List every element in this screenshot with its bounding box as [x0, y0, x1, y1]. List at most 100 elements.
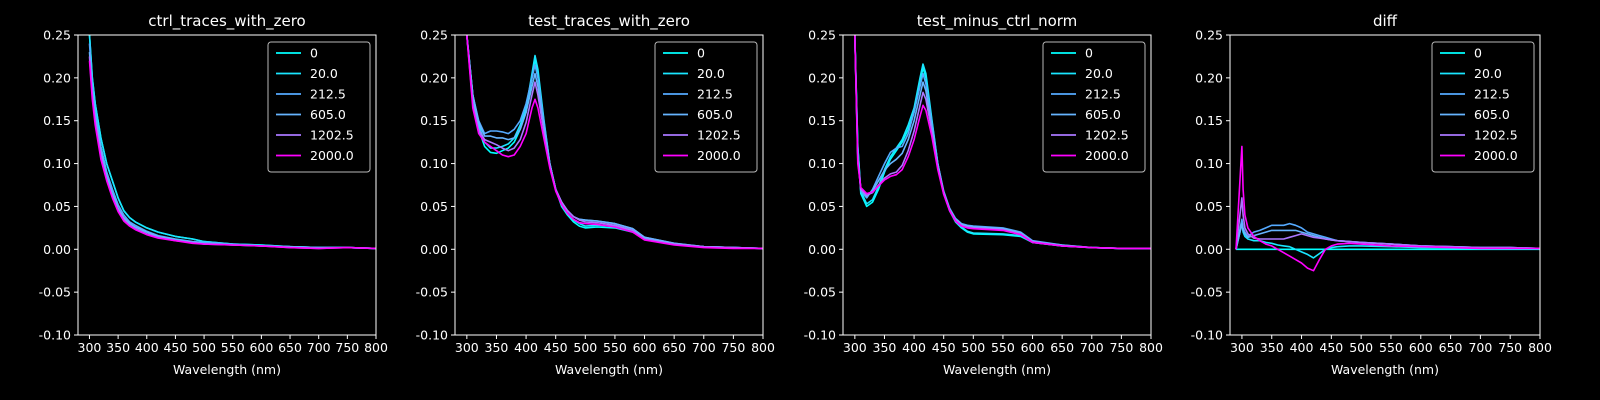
series-line-1202.5: [466, 35, 763, 250]
axes-frame: [842, 34, 1152, 336]
y-tick-label: 0.10: [420, 156, 448, 171]
chart-title: test_traces_with_zero: [528, 12, 690, 31]
series-line-1202.5: [1235, 197, 1540, 250]
legend-label: 1202.5: [1085, 128, 1129, 143]
chart-panel-3: test_minus_ctrl_norm 300 350 400 450 500 550 60…: [804, 12, 1163, 377]
y-tick-label: 0.05: [43, 199, 71, 214]
x-tick-label: 400: [1290, 340, 1314, 355]
legend-label: 2000.0: [310, 148, 354, 163]
legend-label: 0: [1085, 46, 1093, 61]
x-tick-label: 400: [902, 340, 926, 355]
y-tick-label: -0.10: [1191, 328, 1223, 343]
axes-frame: [454, 34, 764, 336]
x-tick-label: 400: [135, 340, 159, 355]
legend-label: 605.0: [1474, 107, 1510, 122]
legend: 0 20.0 212.5 605.0 1202.5 2000.0: [1042, 41, 1146, 173]
legend-label: 212.5: [310, 87, 346, 102]
x-tick-label: 300: [1230, 340, 1254, 355]
legend-label: 20.0: [310, 66, 338, 81]
axes-frame: [77, 34, 377, 336]
x-tick-label: 800: [364, 340, 388, 355]
x-axis-label: Wavelength (nm): [555, 362, 663, 377]
x-axis-label: Wavelength (nm): [943, 362, 1051, 377]
x-tick-label: 500: [1349, 340, 1373, 355]
series-lines: [854, 35, 1151, 250]
series-lines: [88, 35, 376, 250]
x-tick-label: 300: [455, 340, 479, 355]
legend-box: [1431, 41, 1535, 173]
legend-label: 2000.0: [697, 148, 741, 163]
y-tick-label: -0.10: [416, 328, 448, 343]
chart-title: test_minus_ctrl_norm: [917, 12, 1078, 31]
x-tick-label: 650: [278, 340, 302, 355]
legend-label: 0: [697, 46, 705, 61]
legend: 0 20.0 212.5 605.0 1202.5 2000.0: [1431, 41, 1535, 173]
legend-box: [654, 41, 758, 173]
y-tick-label: 0.10: [1195, 156, 1223, 171]
legend-label: 1202.5: [310, 128, 354, 143]
legend-label: 20.0: [1474, 66, 1502, 81]
x-tick-label: 600: [633, 340, 657, 355]
x-tick-label: 350: [1260, 340, 1284, 355]
chart-title: ctrl_traces_with_zero: [148, 12, 305, 31]
y-tick-label: 0.15: [1195, 113, 1223, 128]
legend-label: 605.0: [697, 107, 733, 122]
legend-label: 1202.5: [697, 128, 741, 143]
x-tick-label: 650: [1439, 340, 1463, 355]
legend-box: [1042, 41, 1146, 173]
y-tick-label: -0.10: [39, 328, 71, 343]
x-tick-label: 350: [873, 340, 897, 355]
y-tick-label: 0.20: [420, 70, 448, 85]
chart-panel-2: test_traces_with_zero 300 350 400 450 500 550 6…: [416, 12, 775, 377]
x-tick-label: 350: [106, 340, 130, 355]
y-tick-label: 0.05: [808, 199, 836, 214]
y-tick-label: 0.20: [1195, 70, 1223, 85]
series-line-2000.0: [88, 60, 376, 250]
y-tick-label: -0.05: [804, 285, 836, 300]
x-tick-label: 700: [1080, 340, 1104, 355]
series-lines: [1235, 145, 1540, 272]
x-tick-label: 450: [932, 340, 956, 355]
x-tick-label: 700: [307, 340, 331, 355]
legend-label: 2000.0: [1085, 148, 1129, 163]
x-tick-label: 800: [1139, 340, 1163, 355]
series-line-2000.0: [854, 35, 1151, 250]
x-tick-label: 800: [1528, 340, 1552, 355]
x-tick-label: 300: [843, 340, 867, 355]
x-tick-label: 400: [514, 340, 538, 355]
x-tick-label: 350: [485, 340, 509, 355]
y-tick-label: 0.25: [420, 28, 448, 43]
legend-label: 20.0: [697, 66, 725, 81]
y-tick-label: 0.15: [808, 113, 836, 128]
chart-panel-4: diff 300 350 400 450 500 550 600 650 700 750 800 -0.…: [1191, 12, 1552, 377]
y-tick-label: 0.20: [808, 70, 836, 85]
x-tick-label: 550: [603, 340, 627, 355]
x-tick-label: 650: [1050, 340, 1074, 355]
legend-label: 212.5: [1085, 87, 1121, 102]
legend-label: 212.5: [697, 87, 733, 102]
x-tick-label: 450: [544, 340, 568, 355]
x-tick-label: 750: [721, 340, 745, 355]
x-tick-label: 600: [1409, 340, 1433, 355]
y-tick-label: 0.00: [420, 242, 448, 257]
x-tick-label: 800: [751, 340, 775, 355]
x-tick-label: 550: [221, 340, 245, 355]
x-tick-label: 750: [335, 340, 359, 355]
y-tick-label: 0.05: [1195, 199, 1223, 214]
series-lines: [466, 35, 763, 250]
y-tick-label: -0.05: [1191, 285, 1223, 300]
y-tick-label: 0.15: [43, 113, 71, 128]
series-line-20.0: [1235, 222, 1540, 259]
legend-label: 2000.0: [1474, 148, 1518, 163]
y-tick-label: 0.10: [808, 156, 836, 171]
x-axis-label: Wavelength (nm): [173, 362, 281, 377]
legend-label: 212.5: [1474, 87, 1510, 102]
x-tick-label: 550: [991, 340, 1015, 355]
x-tick-label: 500: [192, 340, 216, 355]
series-line-2000.0: [466, 35, 763, 250]
y-tick-label: 0.20: [43, 70, 71, 85]
legend-label: 0: [310, 46, 318, 61]
series-line-2000.0: [1235, 145, 1540, 272]
legend: 0 20.0 212.5 605.0 1202.5 2000.0: [654, 41, 758, 173]
